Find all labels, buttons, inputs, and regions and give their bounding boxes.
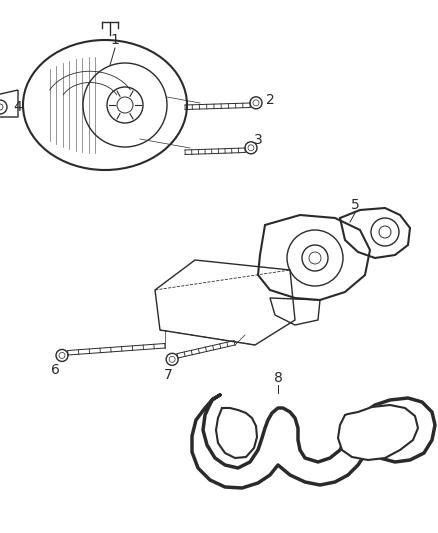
Polygon shape (216, 408, 257, 458)
Text: 8: 8 (274, 371, 283, 385)
Text: 7: 7 (164, 368, 173, 382)
Circle shape (0, 100, 7, 114)
Circle shape (245, 142, 257, 154)
Text: 1: 1 (110, 33, 120, 47)
Text: 5: 5 (351, 198, 359, 212)
Polygon shape (338, 405, 418, 460)
Circle shape (250, 97, 262, 109)
Text: 4: 4 (14, 100, 22, 114)
Text: 2: 2 (265, 93, 274, 107)
Circle shape (166, 353, 178, 365)
Text: 6: 6 (50, 363, 60, 377)
Polygon shape (192, 395, 435, 488)
Circle shape (56, 350, 68, 361)
Text: 3: 3 (254, 133, 262, 147)
